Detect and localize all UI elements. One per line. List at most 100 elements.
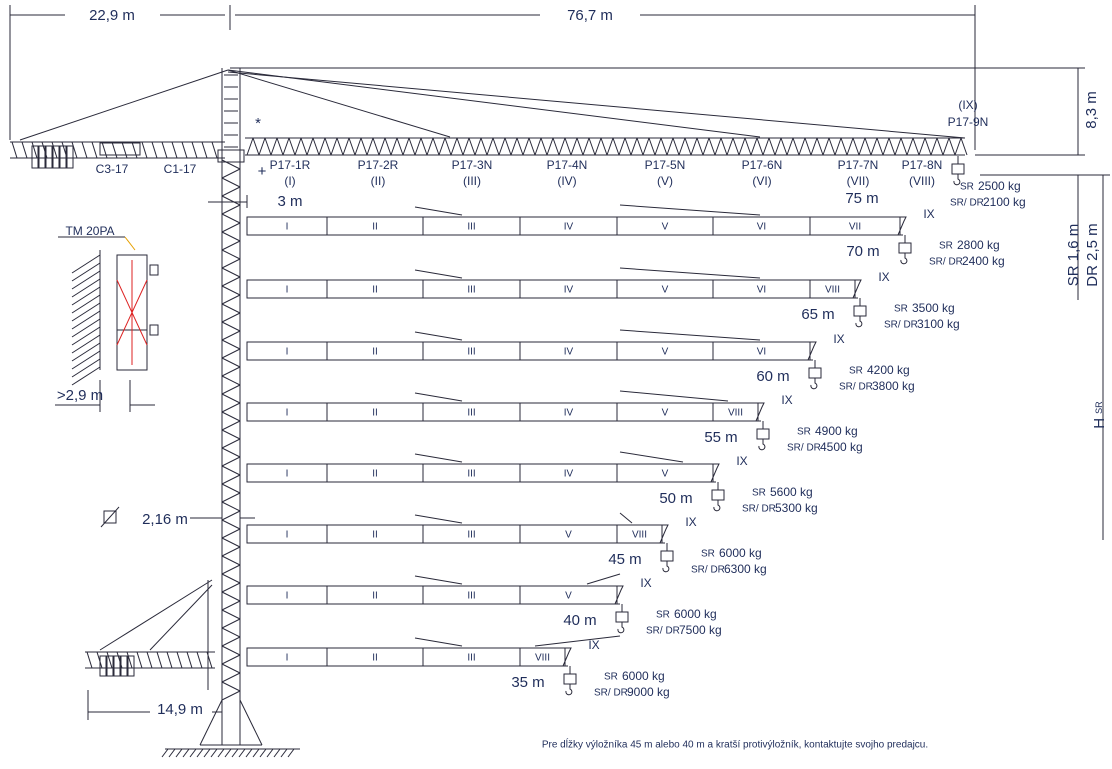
hook: [662, 561, 670, 573]
hook: [855, 316, 863, 328]
jib-lacing: [402, 137, 410, 156]
jib-lacing: [786, 137, 794, 156]
jib-lacing: [438, 137, 446, 156]
mast-lacing: [221, 600, 241, 611]
section-label: II: [372, 653, 378, 664]
ballast-block: [31, 145, 39, 169]
jib-lacing: [324, 137, 332, 156]
mast-lacing: [221, 501, 241, 512]
counterjib-tie: [149, 584, 213, 651]
counterjib-lacing: [176, 651, 183, 669]
ground-hatch: [231, 748, 239, 758]
mast-lacing: [221, 393, 241, 404]
jib-lacing: [444, 137, 452, 156]
jib-length: 75 m: [845, 190, 878, 207]
load-label: SR/ DR: [929, 257, 963, 268]
ballast-block: [45, 145, 53, 169]
mast-lacing: [221, 249, 241, 260]
jib-lacing: [792, 137, 800, 156]
mast-lacing: [221, 510, 241, 521]
jib-tie: [414, 331, 463, 341]
ground-hatch: [280, 748, 288, 758]
jib-tie: [619, 512, 633, 524]
section-label: V: [662, 222, 669, 233]
counterjib-lacing: [81, 141, 88, 159]
jib-lacing: [270, 137, 278, 156]
counterjib-lacing: [146, 651, 153, 669]
jib-section: [712, 402, 759, 422]
dim-label: 8,3 m: [1083, 91, 1100, 129]
tip-label: IX: [878, 270, 889, 284]
jib-lacing: [492, 137, 500, 156]
jib-section-code: P17-6N: [742, 158, 783, 172]
load-value: 5600 kg: [770, 485, 813, 499]
jib-lacing: [450, 137, 458, 156]
jib-section: [616, 463, 714, 483]
jib-lacing: [672, 137, 680, 156]
wall-hatch: [71, 342, 101, 362]
jib-lacing: [636, 137, 644, 156]
jib-tie: [619, 390, 729, 402]
tip-label: IX: [640, 576, 651, 590]
jib-tip: [755, 402, 765, 422]
counterjib-lacing: [71, 141, 78, 159]
dim-label: >2,9 m: [57, 387, 103, 404]
tip-label: IX: [685, 515, 696, 529]
counterjib-section: C1-17: [164, 162, 197, 176]
jib-lacing: [732, 137, 740, 156]
section-label: II: [372, 285, 378, 296]
wall-hatch: [71, 334, 101, 354]
jib-tip: [659, 524, 669, 544]
jib-section-numeral: (VI): [752, 174, 771, 188]
mast-lacing: [221, 555, 241, 566]
jib-lacing: [510, 137, 518, 156]
mast-lacing: [221, 438, 241, 449]
counterjib-lacing: [201, 141, 208, 159]
section-label: III: [467, 347, 475, 358]
section-label: IV: [564, 408, 574, 419]
wall-hatch: [71, 366, 101, 386]
mast-lacing: [221, 231, 241, 242]
hook-block: [660, 550, 674, 562]
hook: [758, 439, 766, 451]
wall-hatch: [71, 286, 101, 306]
ground-hatch: [266, 748, 274, 758]
counterjib-lacing: [166, 651, 173, 669]
mast-lacing: [221, 492, 241, 503]
jib-lacing: [522, 137, 530, 156]
load-value: 2100 kg: [983, 195, 1026, 209]
mast-lacing: [221, 195, 241, 206]
counterjib-lacing: [141, 141, 148, 159]
jib-section-numeral: (V): [657, 174, 673, 188]
mast-lacing: [221, 519, 241, 530]
height-label: H SR: [1091, 401, 1108, 429]
load-value: 5300 kg: [775, 501, 818, 515]
slewing-ring: [217, 149, 245, 163]
ground-hatch: [182, 748, 190, 758]
hook: [617, 622, 625, 634]
section-label: I: [286, 408, 289, 419]
jib-section-code: P17-1R: [270, 158, 311, 172]
jib-lacing: [858, 137, 866, 156]
jib-lacing: [762, 137, 770, 156]
hook: [953, 174, 961, 186]
mast-lacing: [221, 447, 241, 458]
load-value: 4900 kg: [815, 424, 858, 438]
jib-lacing: [420, 137, 428, 156]
jib-lacing: [546, 137, 554, 156]
load-label: SR: [701, 549, 715, 560]
mast-lacing: [221, 609, 241, 620]
mast-lacing: [221, 672, 241, 683]
section-label: VIII: [632, 530, 647, 541]
jib-lacing: [426, 137, 434, 156]
jib-tie: [227, 69, 451, 138]
jib-lacing: [912, 137, 920, 156]
jib-section-code: P17-2R: [358, 158, 399, 172]
section-label: VIII: [728, 408, 743, 419]
jib-lacing: [588, 137, 596, 156]
ground-hatch: [161, 748, 169, 758]
load-label: SR: [797, 427, 811, 438]
load-value: 3100 kg: [917, 317, 960, 331]
load-label: SR: [604, 672, 618, 683]
mast-base-leg: [199, 699, 223, 746]
